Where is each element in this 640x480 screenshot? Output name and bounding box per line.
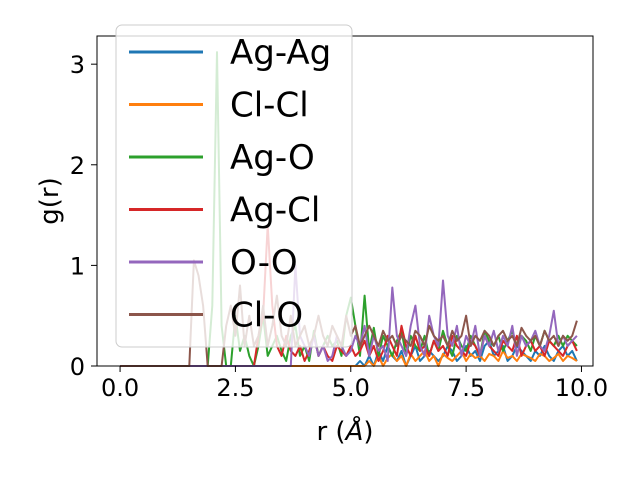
y-axis: 0 1 2 3 (70, 51, 97, 381)
x-tick-label: 2.5 (216, 374, 254, 402)
x-tick-label: 5.0 (332, 374, 370, 402)
x-axis-label: r (Å) (316, 415, 373, 447)
x-axis: 0.0 2.5 5.0 7.5 10.0 (101, 366, 608, 402)
legend: Ag-Ag Cl-Cl Ag-O Ag-Cl O-O Cl-O (115, 24, 353, 348)
x-tick-label: 10.0 (555, 374, 608, 402)
legend-label: Cl-Cl (230, 86, 309, 126)
legend-label: Ag-Cl (230, 191, 320, 231)
y-tick-label: 2 (70, 152, 85, 180)
legend-label: Ag-Ag (230, 33, 331, 73)
y-tick-label: 3 (70, 51, 85, 79)
legend-label: O-O (230, 243, 298, 283)
x-tick-label: 7.5 (447, 374, 485, 402)
legend-label: Cl-O (230, 296, 303, 336)
y-axis-label: g(r) (35, 177, 65, 224)
x-tick-label: 0.0 (101, 374, 139, 402)
y-tick-label: 0 (70, 353, 85, 381)
y-tick-label: 1 (70, 252, 85, 280)
legend-label: Ag-O (230, 138, 315, 178)
